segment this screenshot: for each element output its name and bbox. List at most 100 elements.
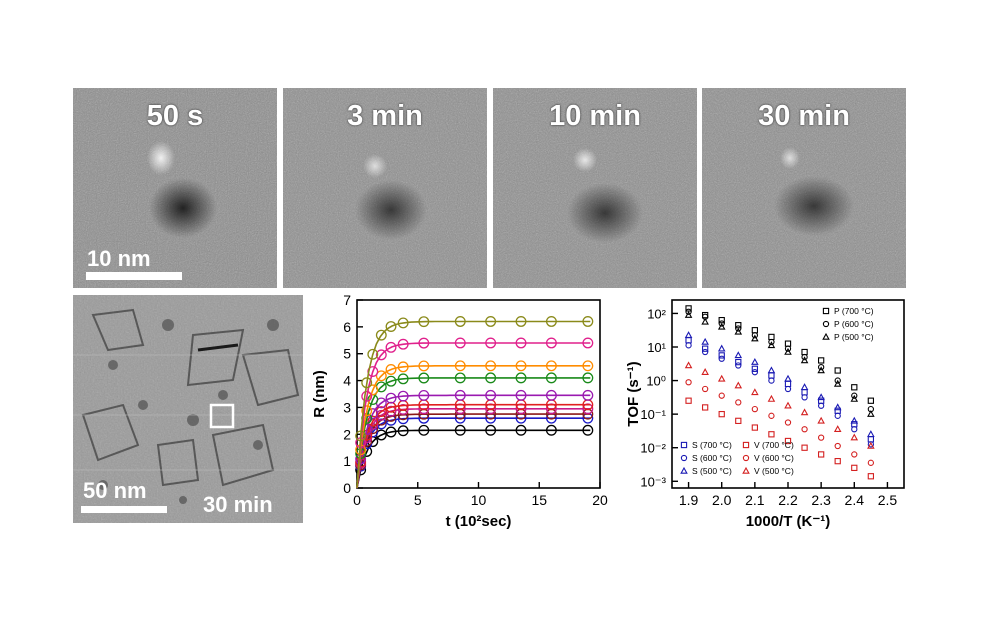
data-point <box>800 408 809 416</box>
data-point <box>867 410 875 417</box>
data-point <box>685 342 692 349</box>
data-point <box>397 338 409 350</box>
data-point <box>397 390 409 402</box>
data-point <box>784 401 792 409</box>
data-point <box>851 421 858 428</box>
data-point <box>834 412 841 419</box>
data-point <box>784 419 792 426</box>
data-point <box>784 374 792 382</box>
y-tick-label: 6 <box>343 319 351 335</box>
data-point <box>375 370 387 382</box>
legend-label: S (700 °C) <box>692 440 732 450</box>
data-point <box>454 337 466 349</box>
data-point <box>768 431 775 438</box>
legend-marker <box>680 454 688 462</box>
data-point <box>454 389 466 401</box>
data-point <box>701 317 709 325</box>
data-point <box>817 363 825 371</box>
data-point <box>701 404 709 411</box>
data-point <box>717 374 726 382</box>
data-point <box>454 316 466 327</box>
legend-marker <box>822 307 830 315</box>
data-point <box>817 451 825 458</box>
data-point <box>718 392 725 399</box>
data-point <box>718 410 725 418</box>
data-point <box>784 347 792 355</box>
data-point <box>767 341 776 349</box>
data-point <box>515 316 527 327</box>
data-point <box>582 360 594 372</box>
data-point <box>767 394 776 402</box>
data-point <box>784 380 792 388</box>
data-point <box>735 399 742 406</box>
data-point <box>385 364 397 375</box>
legend-label: V (600 °C) <box>754 453 794 463</box>
data-point <box>851 392 858 399</box>
data-point <box>734 327 743 335</box>
data-point <box>801 389 808 396</box>
data-point <box>385 392 397 404</box>
data-point <box>582 424 594 436</box>
data-point <box>751 365 759 372</box>
micrograph-50s: 50 s 10 nm <box>73 88 277 288</box>
legend-label: P (700 °C) <box>834 306 874 316</box>
data-point <box>418 360 430 372</box>
x-tick-label: 20 <box>592 492 608 508</box>
time-label: 50 s <box>146 100 204 132</box>
selection-box <box>209 403 235 429</box>
x-tick-label: 5 <box>414 492 422 508</box>
micrograph-image <box>73 88 277 288</box>
data-point <box>485 316 497 327</box>
overview-scale-bar <box>81 506 167 513</box>
data-point <box>800 383 809 391</box>
data-point <box>454 372 466 384</box>
y-tick-label: 10⁰ <box>646 374 666 389</box>
data-point <box>701 385 709 393</box>
data-point <box>768 372 775 379</box>
data-point <box>751 334 759 342</box>
y-tick-label: 10⁻² <box>640 441 666 456</box>
data-point <box>834 377 841 384</box>
data-point <box>768 338 775 346</box>
data-point <box>850 433 859 441</box>
data-point <box>515 424 527 436</box>
data-point <box>582 389 594 401</box>
x-tick-label: 1.9 <box>679 492 699 508</box>
data-point <box>867 436 875 443</box>
time-label: 3 min <box>347 100 423 132</box>
data-point <box>801 444 808 451</box>
micrograph-10min: 10 min <box>493 88 697 288</box>
data-point <box>485 360 497 372</box>
data-point <box>375 349 387 361</box>
data-point <box>485 372 497 384</box>
y-tick-label: 7 <box>343 292 351 308</box>
data-point <box>515 389 527 401</box>
data-point <box>367 348 379 360</box>
data-point <box>751 424 759 431</box>
time-label: 30 min <box>758 100 850 132</box>
legend-label: V (500 °C) <box>754 466 794 476</box>
data-point <box>418 316 430 328</box>
legend-marker <box>680 466 688 474</box>
data-point <box>367 415 379 427</box>
data-point <box>361 390 373 402</box>
data-point <box>735 325 742 332</box>
legend-label: V (700 °C) <box>754 440 794 450</box>
data-point <box>515 360 527 372</box>
data-point <box>684 331 693 339</box>
data-point <box>833 403 842 411</box>
data-point <box>418 337 430 349</box>
data-point <box>834 457 841 465</box>
data-point <box>485 337 497 349</box>
x-tick-label: 2.2 <box>778 492 798 508</box>
data-point <box>768 412 775 419</box>
legend-label: P (500 °C) <box>834 332 874 342</box>
data-point <box>685 397 692 404</box>
data-point <box>751 327 759 334</box>
data-point <box>685 379 692 386</box>
data-point <box>851 426 858 433</box>
data-point <box>768 377 775 384</box>
x-tick-label: 2.5 <box>878 492 898 508</box>
data-point <box>833 379 842 387</box>
data-point <box>851 451 858 458</box>
